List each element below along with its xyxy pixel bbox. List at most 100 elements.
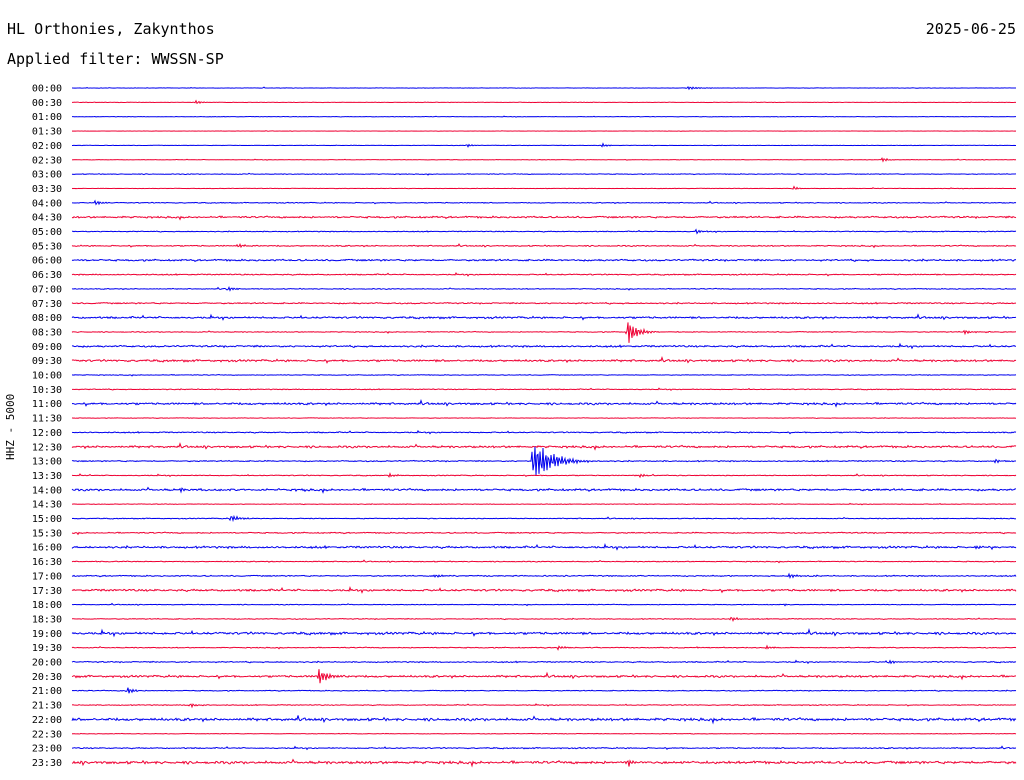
row-time-label: 09:30: [32, 356, 62, 367]
row-time-label: 23:30: [32, 758, 62, 769]
trace-line: [71, 142, 1017, 148]
row-time-label: 19:30: [32, 643, 62, 654]
row-time-label: 01:00: [32, 112, 62, 123]
trace-line: [71, 286, 1017, 292]
row-time-label: 04:00: [32, 198, 62, 209]
trace-line: [71, 627, 1017, 638]
trace-line: [71, 502, 1017, 506]
trace-line: [71, 172, 1017, 176]
trace-line: [71, 258, 1017, 263]
trace-line: [71, 669, 1017, 684]
row-time-label: 07:30: [32, 299, 62, 310]
trace-line: [71, 602, 1017, 607]
row-time-label: 16:30: [32, 557, 62, 568]
row-time-label: 09:00: [32, 342, 62, 353]
trace-line: [71, 322, 1017, 343]
trace-line: [71, 417, 1017, 419]
row-time-label: 00:30: [32, 98, 62, 109]
trace-line: [71, 199, 1017, 206]
trace-line: [71, 115, 1017, 118]
trace-line: [71, 572, 1017, 579]
trace-line: [71, 586, 1017, 594]
row-time-label: 19:00: [32, 629, 62, 640]
row-time-label: 05:30: [32, 241, 62, 252]
row-time-label: 07:00: [32, 284, 62, 295]
trace-line: [71, 355, 1017, 364]
row-time-label: 10:00: [32, 371, 62, 382]
row-time-label: 03:00: [32, 170, 62, 181]
station-title: HL Orthonies, Zakynthos: [7, 20, 215, 38]
row-time-label: 11:00: [32, 399, 62, 410]
row-time-label: 13:00: [32, 457, 62, 468]
row-time-label: 21:30: [32, 701, 62, 712]
row-time-label: 15:00: [32, 514, 62, 525]
trace-line: [71, 616, 1017, 622]
row-time-label: 04:30: [32, 213, 62, 224]
row-time-label: 00:00: [32, 84, 62, 95]
trace-line: [71, 745, 1017, 751]
trace-line: [71, 472, 1017, 479]
row-time-label: 12:00: [32, 428, 62, 439]
trace-line: [71, 399, 1017, 408]
trace-line: [71, 272, 1017, 277]
trace-line: [71, 373, 1017, 377]
trace-line: [71, 342, 1017, 350]
row-time-label: 02:00: [32, 141, 62, 152]
trace-line: [71, 559, 1017, 564]
row-time-label: 01:30: [32, 127, 62, 138]
trace-line: [71, 99, 1017, 105]
trace-line: [71, 715, 1017, 725]
trace-line: [71, 185, 1017, 190]
row-time-label: 18:30: [32, 614, 62, 625]
row-time-label: 08:00: [32, 313, 62, 324]
row-time-label: 06:30: [32, 270, 62, 281]
row-time-label: 14:30: [32, 500, 62, 511]
row-time-label: 22:30: [32, 729, 62, 740]
trace-line: [71, 758, 1017, 768]
trace-line: [71, 659, 1017, 665]
date-label: 2025-06-25: [925, 20, 1016, 38]
row-time-label: 13:30: [32, 471, 62, 482]
trace-line: [71, 228, 1017, 235]
row-time-label: 10:30: [32, 385, 62, 396]
trace-line: [71, 446, 1017, 476]
trace-line: [71, 157, 1017, 163]
row-time-label: 18:00: [32, 600, 62, 611]
row-time-label: 14:00: [32, 485, 62, 496]
trace-line: [71, 542, 1017, 551]
row-time-label: 22:00: [32, 715, 62, 726]
filter-subtitle: Applied filter: WWSSN-SP: [7, 50, 224, 68]
trace-line: [71, 313, 1017, 321]
trace-line: [71, 531, 1017, 536]
trace-line: [71, 301, 1017, 305]
trace-line: [71, 243, 1017, 249]
trace-line: [71, 85, 1017, 91]
row-time-label: 11:30: [32, 414, 62, 425]
trace-line: [71, 215, 1017, 221]
trace-line: [71, 387, 1017, 392]
row-time-label: 20:00: [32, 658, 62, 669]
trace-line: [71, 130, 1017, 132]
trace-line: [71, 514, 1017, 523]
trace-line: [71, 703, 1017, 709]
row-time-label: 23:00: [32, 744, 62, 755]
row-time-label: 17:30: [32, 586, 62, 597]
trace-line: [71, 486, 1017, 494]
trace-line: [71, 687, 1017, 694]
row-time-label: 15:30: [32, 528, 62, 539]
row-time-label: 16:00: [32, 543, 62, 554]
trace-line: [71, 429, 1017, 435]
trace-line: [71, 644, 1017, 651]
row-time-label: 02:30: [32, 155, 62, 166]
row-time-label: 06:00: [32, 256, 62, 267]
row-time-label: 08:30: [32, 327, 62, 338]
trace-line: [71, 732, 1017, 735]
trace-line: [71, 442, 1017, 451]
row-time-label: 17:00: [32, 571, 62, 582]
row-time-label: 20:30: [32, 672, 62, 683]
row-time-label: 12:30: [32, 442, 62, 453]
row-time-label: 05:00: [32, 227, 62, 238]
row-time-label: 21:00: [32, 686, 62, 697]
row-time-label: 03:30: [32, 184, 62, 195]
